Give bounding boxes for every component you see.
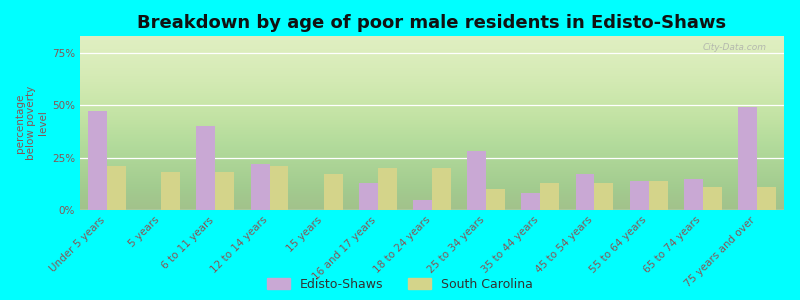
Bar: [215, 172, 234, 210]
Bar: [540, 183, 559, 210]
Bar: [432, 168, 451, 210]
Bar: [467, 151, 486, 210]
Bar: [107, 166, 126, 210]
Bar: [702, 187, 722, 210]
Legend: Edisto-Shaws, South Carolina: Edisto-Shaws, South Carolina: [267, 278, 533, 291]
Bar: [738, 107, 757, 210]
Bar: [486, 189, 505, 210]
Bar: [250, 164, 270, 210]
Bar: [270, 166, 289, 210]
Bar: [575, 174, 594, 210]
Bar: [324, 174, 342, 210]
Bar: [649, 181, 667, 210]
Bar: [378, 168, 397, 210]
Bar: [630, 181, 649, 210]
Bar: [413, 200, 432, 210]
Bar: [197, 126, 215, 210]
Bar: [594, 183, 614, 210]
Bar: [162, 172, 180, 210]
Title: Breakdown by age of poor male residents in Edisto-Shaws: Breakdown by age of poor male residents …: [138, 14, 726, 32]
Bar: [359, 183, 378, 210]
Text: City-Data.com: City-Data.com: [702, 43, 766, 52]
Bar: [684, 178, 702, 210]
Bar: [757, 187, 776, 210]
Bar: [522, 193, 540, 210]
Bar: [88, 112, 107, 210]
Y-axis label: percentage
below poverty
level: percentage below poverty level: [14, 86, 48, 160]
